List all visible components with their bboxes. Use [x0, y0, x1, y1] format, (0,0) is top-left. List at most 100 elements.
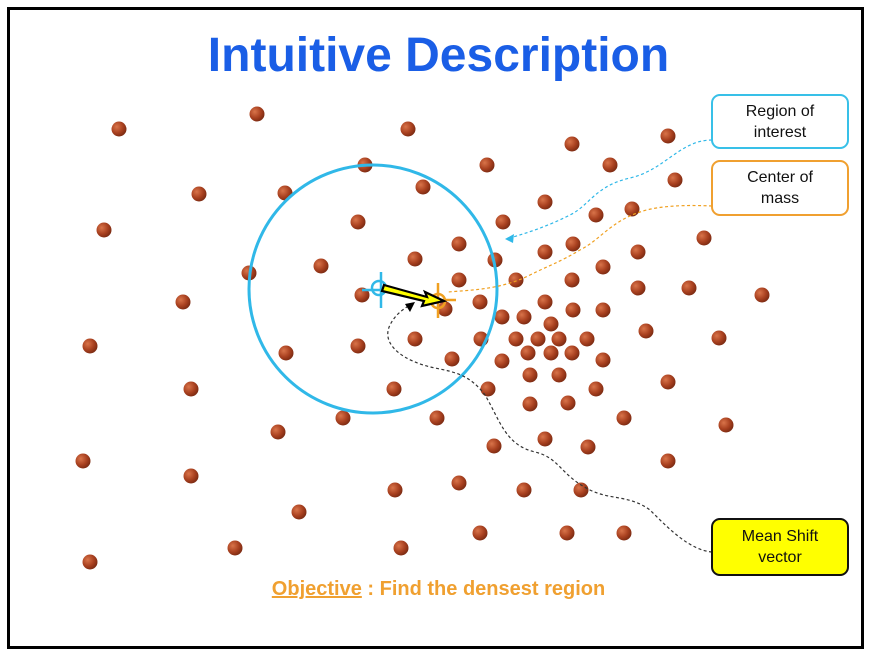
data-point [711, 330, 727, 346]
data-point [560, 395, 576, 411]
callout-line: Center of [747, 169, 813, 186]
objective-label: Objective [271, 578, 362, 600]
data-point [588, 207, 604, 223]
data-point [494, 353, 510, 369]
data-point [386, 381, 402, 397]
data-point [559, 525, 575, 541]
data-point [183, 381, 199, 397]
data-point [350, 214, 366, 230]
data-point [516, 482, 532, 498]
data-point [183, 468, 199, 484]
data-point [508, 331, 524, 347]
msv-leader-arrowhead [405, 302, 415, 312]
data-point [479, 157, 495, 173]
data-point [638, 323, 654, 339]
data-point [595, 352, 611, 368]
data-point [564, 272, 580, 288]
data-point [537, 244, 553, 260]
data-point [75, 453, 91, 469]
mean-shift-vector-callout: Mean Shift vector [711, 518, 849, 576]
data-point [437, 301, 453, 317]
callout-line: Mean Shift [741, 528, 819, 545]
data-point [175, 294, 191, 310]
data-point [530, 331, 546, 347]
data-point [508, 272, 524, 288]
data-point [616, 410, 632, 426]
objective-text: Find the densest region [379, 578, 606, 600]
data-point [472, 525, 488, 541]
data-point [580, 439, 596, 455]
data-point [602, 157, 618, 173]
data-point [451, 272, 467, 288]
data-point [291, 504, 307, 520]
data-point [660, 374, 676, 390]
data-point [660, 128, 676, 144]
mean-shift-vector-arrow [380, 283, 448, 308]
data-point [537, 294, 553, 310]
data-point [227, 540, 243, 556]
data-point [579, 331, 595, 347]
data-point [595, 302, 611, 318]
data-point [415, 179, 431, 195]
callout-line: vector [758, 549, 802, 566]
data-point [335, 410, 351, 426]
data-point [495, 214, 511, 230]
data-point [313, 258, 329, 274]
callout-line: mass [760, 190, 800, 207]
data-point [630, 280, 646, 296]
data-point [696, 230, 712, 246]
region-of-interest-callout: Region of interest [711, 94, 849, 149]
data-point [249, 106, 265, 122]
data-point [565, 236, 581, 252]
data-point [472, 294, 488, 310]
data-point [537, 431, 553, 447]
data-point [480, 381, 496, 397]
data-point [387, 482, 403, 498]
region-of-interest-circle [247, 163, 499, 415]
data-point [494, 309, 510, 325]
data-point [444, 351, 460, 367]
objective-caption: Objective : Find the densest region [0, 578, 877, 601]
data-point [667, 172, 683, 188]
data-point [564, 136, 580, 152]
com-leader-line [447, 204, 713, 293]
data-point [543, 345, 559, 361]
data-point [270, 424, 286, 440]
data-point [588, 381, 604, 397]
data-point [82, 554, 98, 570]
data-point [393, 540, 409, 556]
objective-separator: : [361, 578, 380, 600]
data-point [681, 280, 697, 296]
data-point [660, 453, 676, 469]
slide-title: Intuitive Description [207, 29, 670, 82]
data-point [754, 287, 770, 303]
data-point [191, 186, 207, 202]
data-point [630, 244, 646, 260]
roi-leader-arrowhead [505, 234, 514, 243]
data-point [407, 251, 423, 267]
data-point [718, 417, 734, 433]
data-point [551, 367, 567, 383]
data-point [82, 338, 98, 354]
data-point [565, 302, 581, 318]
data-point [543, 316, 559, 332]
data-point [520, 345, 536, 361]
data-point [537, 194, 553, 210]
data-point [595, 259, 611, 275]
data-points [75, 106, 770, 570]
data-point [429, 410, 445, 426]
data-point [564, 345, 580, 361]
data-point [516, 309, 532, 325]
data-point [551, 331, 567, 347]
data-point [451, 475, 467, 491]
center-of-mass-callout: Center of mass [711, 160, 849, 216]
data-point [400, 121, 416, 137]
data-point [616, 525, 632, 541]
data-point [522, 396, 538, 412]
callout-line: interest [753, 124, 807, 141]
data-point [573, 482, 589, 498]
callout-line: Region of [745, 103, 815, 120]
data-point [96, 222, 112, 238]
data-point [407, 331, 423, 347]
